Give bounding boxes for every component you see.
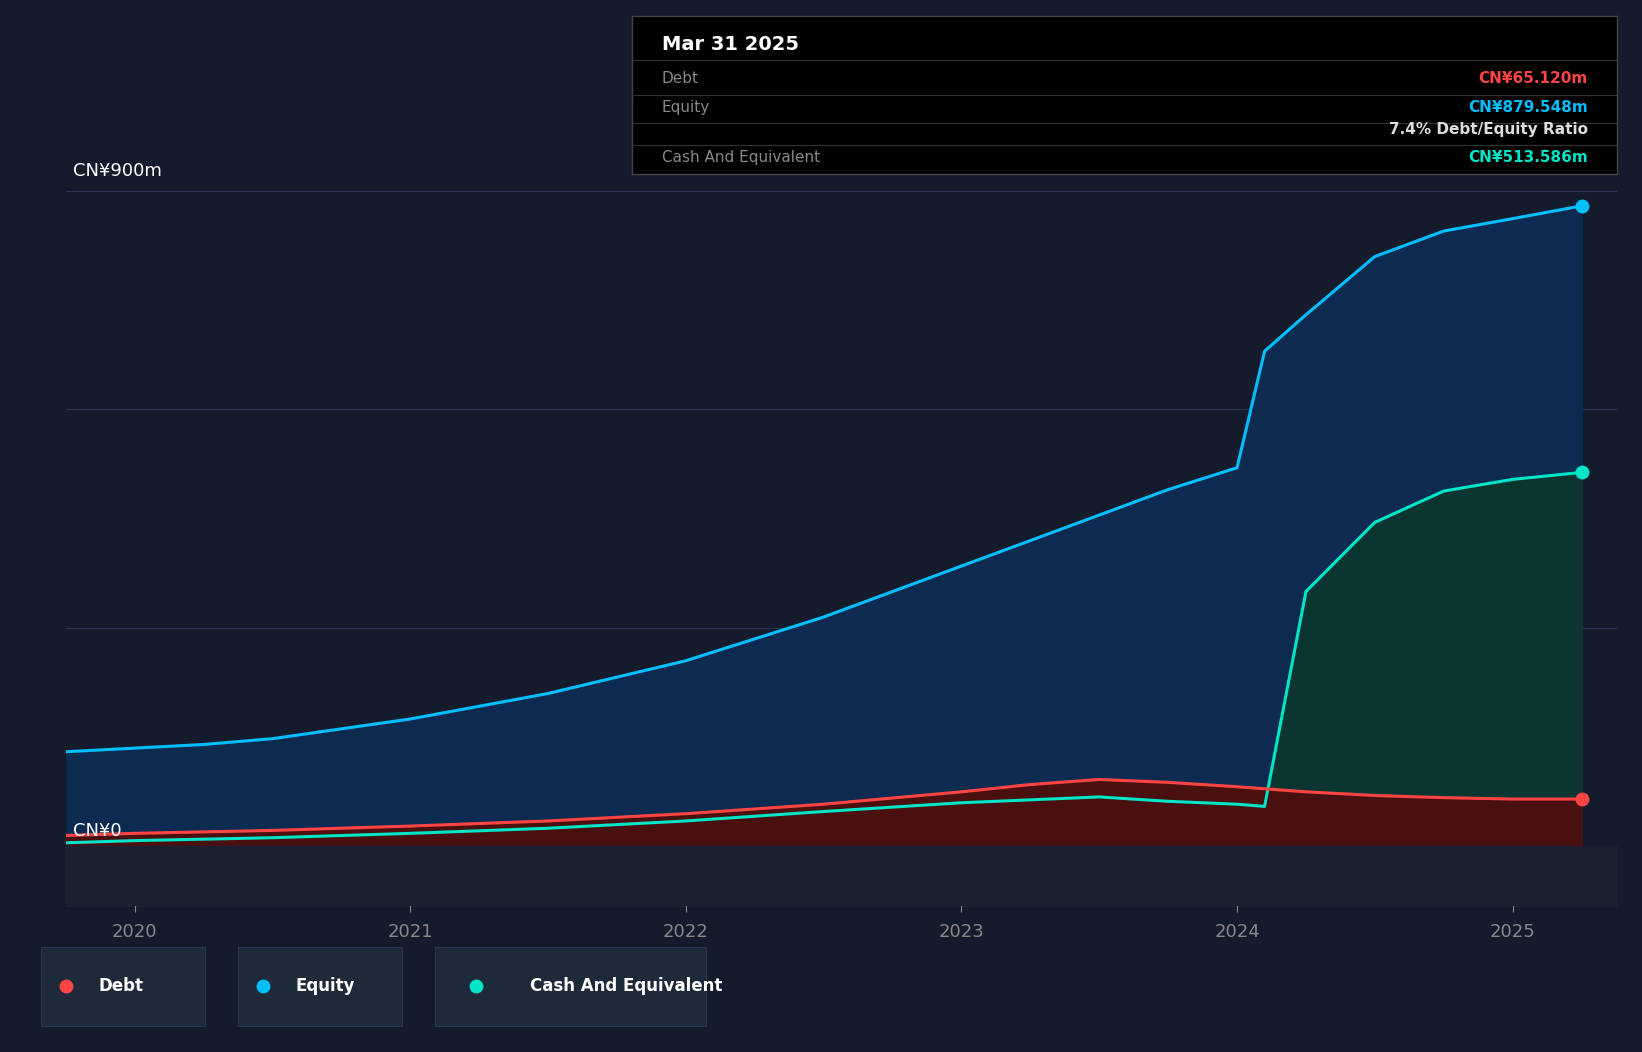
Text: Equity: Equity (662, 100, 709, 115)
Text: Equity: Equity (296, 977, 355, 995)
Text: CN¥65.120m: CN¥65.120m (1478, 72, 1588, 86)
Text: CN¥0: CN¥0 (74, 823, 122, 841)
Text: CN¥900m: CN¥900m (74, 162, 163, 180)
Text: CN¥879.548m: CN¥879.548m (1468, 100, 1588, 115)
Text: Cash And Equivalent: Cash And Equivalent (530, 977, 722, 995)
Text: Cash And Equivalent: Cash And Equivalent (662, 150, 819, 165)
Text: Mar 31 2025: Mar 31 2025 (662, 35, 798, 54)
Text: Debt: Debt (99, 977, 143, 995)
Text: CN¥513.586m: CN¥513.586m (1468, 150, 1588, 165)
Text: 7.4% Debt/Equity Ratio: 7.4% Debt/Equity Ratio (1389, 122, 1588, 137)
Text: Debt: Debt (662, 72, 699, 86)
